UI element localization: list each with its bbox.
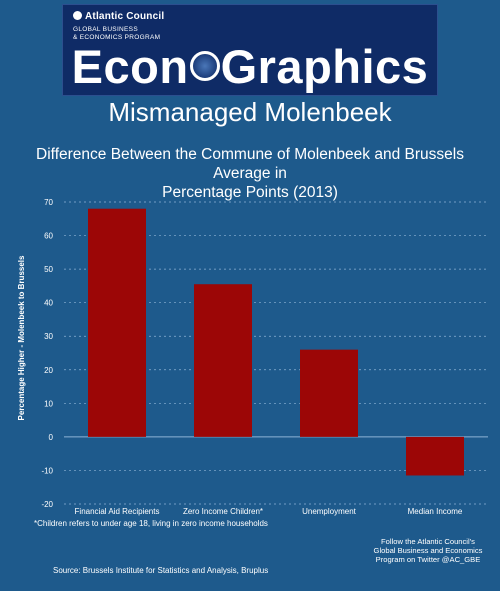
y-tick-label: 30	[44, 332, 53, 341]
brand-left: Econ	[71, 40, 189, 93]
footnote: *Children refers to under age 18, living…	[34, 519, 268, 528]
program-line-1: GLOBAL BUSINESS	[73, 26, 138, 33]
y-tick-label: -20	[41, 500, 53, 509]
y-tick-label: 10	[44, 399, 53, 408]
org-name-text: Atlantic Council	[85, 11, 165, 22]
y-tick-label: 60	[44, 232, 53, 241]
program-line-2: & ECONOMICS PROGRAM	[73, 34, 161, 41]
chart-title: Difference Between the Commune of Molenb…	[10, 145, 490, 202]
bar-0	[88, 208, 146, 437]
follow-line-2: Global Business and Economics	[373, 546, 483, 555]
page-headline: Mismanaged Molenbeek	[108, 97, 392, 127]
chart-title-line-2: Percentage Points (2013)	[162, 184, 338, 201]
program-name: GLOBAL BUSINESS & ECONOMICS PROGRAM	[73, 26, 193, 42]
y-tick-label: 0	[49, 433, 54, 442]
atlantic-council-logo-icon	[73, 11, 82, 20]
x-tick-label: Zero Income Children*	[183, 507, 263, 516]
y-tick-label: 70	[44, 198, 53, 207]
globe-icon	[189, 51, 220, 81]
org-name: Atlantic Council	[73, 11, 164, 22]
follow-line-1: Follow the Atlantic Council's	[381, 537, 475, 546]
bar-2	[300, 349, 358, 437]
x-tick-label: Unemployment	[302, 507, 357, 516]
y-tick-label: -10	[41, 466, 53, 475]
source-note: Source: Brussels Institute for Statistic…	[53, 566, 269, 575]
x-tick-label: Median Income	[408, 507, 463, 516]
bar-3	[406, 436, 464, 476]
y-axis-label: Percentage Higher - Molenbeek to Brussel…	[17, 255, 26, 420]
y-tick-label: 40	[44, 299, 53, 308]
x-tick-label: Financial Aid Recipients	[75, 507, 160, 516]
follow-note: Follow the Atlantic Council's Global Bus…	[360, 537, 496, 564]
bar-1	[194, 284, 252, 437]
brand-right: Graphics	[220, 40, 429, 93]
y-tick-label: 50	[44, 265, 53, 274]
follow-line-3: Program on Twitter @AC_GBE	[375, 555, 481, 564]
chart-title-line-1: Difference Between the Commune of Molenb…	[36, 146, 464, 182]
econographics-banner: Atlantic Council GLOBAL BUSINESS & ECONO…	[62, 4, 438, 96]
y-tick-label: 20	[44, 366, 53, 375]
brand-wordmark: Econ Graphics	[63, 41, 437, 93]
